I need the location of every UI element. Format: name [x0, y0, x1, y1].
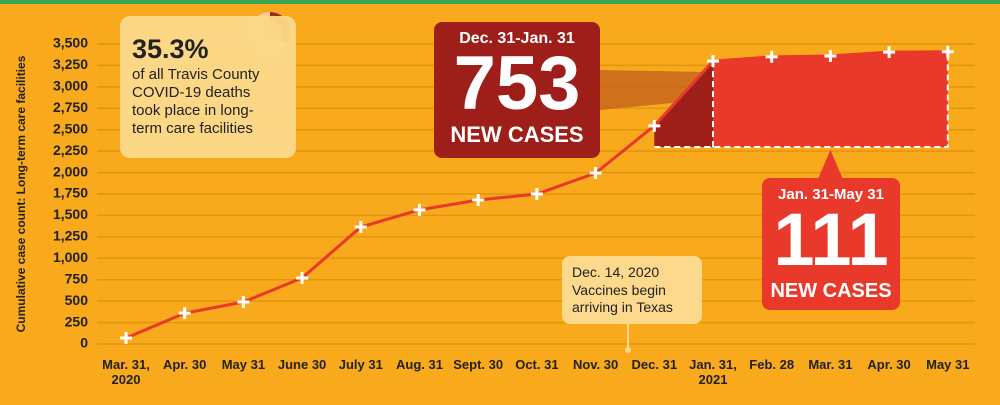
region-1 [654, 61, 713, 148]
y-tick-label: 500 [65, 292, 89, 308]
period1-box [434, 22, 600, 158]
x-tick-label: Nov. 30 [572, 357, 619, 372]
y-tick-label: 2,250 [53, 142, 88, 158]
dash-outline [654, 51, 949, 148]
period2-cases: 111 [773, 198, 889, 281]
pointer-2 [818, 150, 843, 178]
x-tick-label: Aug. 31 [396, 357, 443, 372]
x-tick-label: Feb. 28 [749, 357, 795, 372]
y-tick-label: 1,000 [53, 249, 88, 265]
point [530, 188, 543, 200]
x-tick-label: May 31 [221, 357, 266, 372]
period2-range: Jan. 31-May 31 [778, 186, 884, 203]
top-strip [0, 0, 1000, 4]
period2-unit: NEW CASES [770, 280, 892, 302]
point [178, 307, 191, 320]
region-2 [713, 51, 948, 147]
vaccine-date: Dec. 14, 2020 [572, 264, 660, 280]
y-tick-label: 3,250 [53, 56, 88, 72]
point [120, 332, 132, 344]
point [296, 272, 309, 284]
point [648, 119, 661, 132]
point [883, 46, 896, 59]
period1-cases: 753 [453, 41, 581, 126]
x-tick-label: Dec. 31 [631, 357, 678, 372]
vaccine-box [562, 256, 702, 324]
share-value: 35.3% [132, 34, 209, 64]
point [824, 50, 837, 62]
x-tick-label: July 31 [338, 357, 383, 372]
y-tick-label: 2,000 [53, 163, 88, 179]
x-tick-label: Apr. 30 [867, 357, 911, 372]
share-box [120, 16, 296, 158]
point [354, 221, 367, 233]
y-tick-label: 1,750 [53, 185, 88, 201]
vaccine-dot [625, 347, 631, 353]
y-tick-label: 2,750 [53, 99, 88, 115]
x-tick-label: Mar. 31 [808, 357, 853, 372]
y-tick-label: 3,000 [53, 78, 88, 94]
vaccine-text: Vaccines begin arriving in Texas [572, 282, 673, 315]
y-tick-label: 250 [65, 313, 89, 329]
share-text: of all Travis County COVID-19 deaths too… [132, 66, 260, 137]
point [765, 50, 778, 63]
point [941, 45, 954, 58]
point [413, 203, 426, 216]
x-tick-label: May 31 [926, 357, 970, 372]
x-tick-label: Mar. 31, 2020 [102, 357, 150, 387]
point [589, 167, 602, 179]
point [472, 194, 485, 206]
period1-range: Dec. 31-Jan. 31 [459, 30, 575, 47]
y-tick-label: 2,500 [53, 120, 88, 136]
y-tick-label: 3,500 [53, 35, 88, 51]
point [237, 296, 250, 308]
y-tick-label: 1,500 [53, 206, 88, 222]
y-tick-label: 750 [65, 270, 89, 286]
y-axis-title: Cumulative case count: Long-term care fa… [14, 55, 28, 332]
x-tick-label: June 30 [277, 357, 327, 372]
period1-unit: NEW CASES [450, 122, 584, 147]
x-tick-label: Jan. 31, 2021 [689, 357, 737, 387]
x-tick-label: Sept. 30 [453, 357, 504, 372]
period2-box [762, 178, 900, 310]
x-tick-label: Apr. 30 [163, 357, 207, 372]
x-tick-label: Oct. 31 [515, 357, 559, 372]
y-tick-label: 1,250 [53, 228, 88, 244]
y-tick-label: 0 [80, 335, 88, 351]
point [707, 55, 719, 68]
